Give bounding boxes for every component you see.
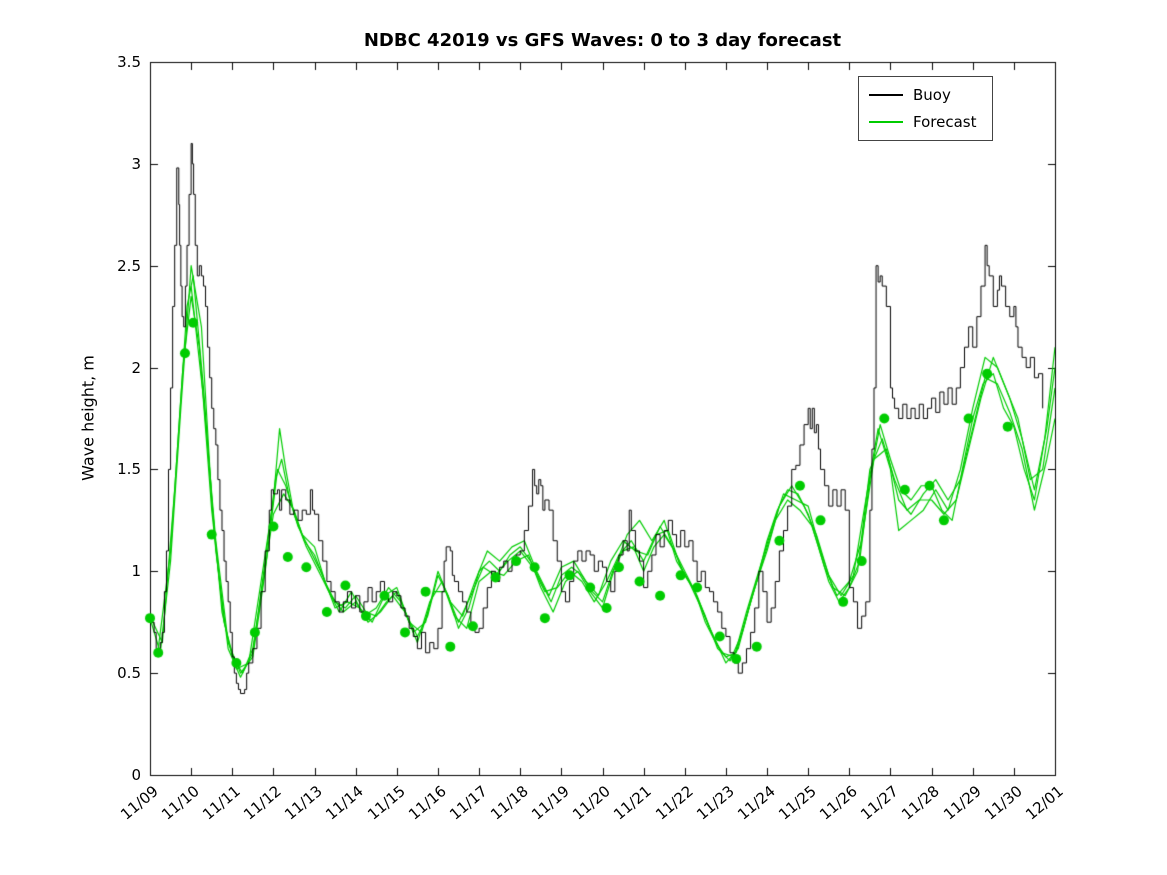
y-tick-label: 2.5 (117, 256, 141, 275)
legend-label-buoy: Buoy (913, 86, 951, 104)
legend: Buoy Forecast (858, 76, 994, 141)
legend-entry-forecast: Forecast (869, 113, 976, 131)
y-tick-label: 0 (131, 766, 141, 784)
y-tick-label: 3.5 (117, 53, 141, 71)
chart-title: NDBC 42019 vs GFS Waves: 0 to 3 day fore… (363, 30, 842, 51)
y-tick-label: 0.5 (117, 664, 141, 683)
legend-label-forecast: Forecast (913, 113, 977, 131)
forecast-line-sample (869, 121, 903, 123)
y-tick-label: 3 (131, 154, 141, 173)
buoy-line-sample (869, 94, 903, 96)
y-axis-label: Wave height, m (78, 355, 98, 481)
y-tick-label: 2 (131, 358, 141, 377)
y-tick-label: 1.5 (117, 460, 141, 479)
legend-entry-buoy: Buoy (869, 86, 976, 104)
y-tick-label: 1 (131, 562, 141, 581)
